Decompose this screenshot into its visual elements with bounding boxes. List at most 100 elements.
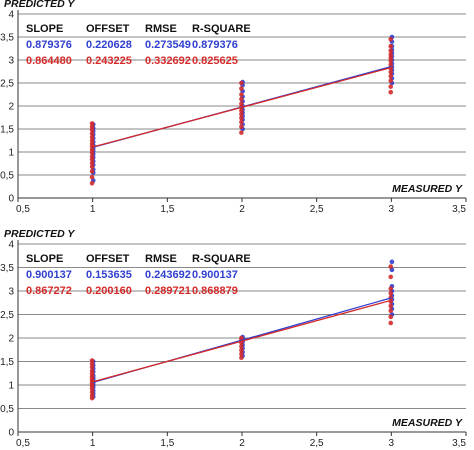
stats-value: 0.825625 xyxy=(192,55,238,67)
data-point xyxy=(89,150,95,156)
y-tick-label: 3 xyxy=(8,56,14,67)
y-tick-label: 0,5 xyxy=(0,404,14,415)
data-point xyxy=(89,124,95,129)
y-axis-title: PREDICTED Y xyxy=(4,228,75,240)
data-point xyxy=(239,124,244,129)
y-tick-label: 4 xyxy=(8,10,14,21)
stats-value: 0.153635 xyxy=(86,269,132,281)
data-point xyxy=(239,80,244,86)
data-point xyxy=(89,154,95,159)
data-point xyxy=(239,86,244,91)
data-point xyxy=(388,55,394,60)
stats-header: OFFSET xyxy=(86,23,130,35)
data-point xyxy=(89,138,95,143)
y-tick-label: 1,5 xyxy=(0,125,14,136)
x-axis-title: MEASURED Y xyxy=(392,183,463,195)
data-point xyxy=(388,43,394,49)
data-point xyxy=(239,344,244,349)
data-point xyxy=(89,131,95,136)
x-tick-label: 3,5 xyxy=(452,438,466,449)
y-tick-label: 4 xyxy=(8,240,14,251)
y-axis-title: PREDICTED Y xyxy=(4,0,75,10)
y-tick-label: 3,5 xyxy=(0,263,14,274)
stats-header: OFFSET xyxy=(86,253,130,265)
data-point xyxy=(388,89,394,95)
data-point xyxy=(89,364,95,370)
data-point xyxy=(89,368,95,374)
data-point xyxy=(388,58,394,64)
data-point xyxy=(89,169,95,174)
fit-line xyxy=(92,299,392,383)
data-point xyxy=(388,320,394,326)
x-tick-label: 0,5 xyxy=(16,438,30,449)
data-point xyxy=(388,286,394,291)
data-point xyxy=(239,130,244,135)
data-point xyxy=(239,101,244,106)
data-point xyxy=(89,393,95,398)
data-point xyxy=(388,314,394,320)
stats-value: 0.868879 xyxy=(192,285,238,297)
x-tick-label: 2,5 xyxy=(310,438,324,449)
data-point xyxy=(239,96,244,102)
x-tick-label: 3 xyxy=(389,438,395,449)
stats-value: 0.243692 xyxy=(145,269,191,281)
stats-value: 0.289721 xyxy=(145,285,191,297)
stats-value: 0.900137 xyxy=(192,269,238,281)
data-point xyxy=(89,175,95,180)
y-tick-label: 1,5 xyxy=(0,357,14,368)
data-point xyxy=(389,259,395,265)
data-point xyxy=(388,303,394,309)
data-point xyxy=(239,351,244,357)
x-tick-label: 1,5 xyxy=(160,438,174,449)
stats-value: 0.332692 xyxy=(145,55,191,67)
stats-value: 0.900137 xyxy=(26,269,72,281)
data-point xyxy=(388,37,394,42)
data-point xyxy=(388,69,394,75)
x-tick-label: 2 xyxy=(239,204,245,215)
fit-line xyxy=(92,66,392,148)
data-point xyxy=(89,389,95,395)
stats-value: 0.864480 xyxy=(26,55,72,67)
data-point xyxy=(388,274,394,280)
data-point xyxy=(89,160,95,166)
x-axis-title: MEASURED Y xyxy=(392,417,463,429)
x-tick-label: 3 xyxy=(389,204,395,215)
data-point xyxy=(388,264,394,269)
y-tick-label: 3 xyxy=(8,287,14,298)
data-point xyxy=(239,347,244,353)
data-point xyxy=(89,164,95,170)
data-point xyxy=(89,141,95,147)
y-tick-label: 2,5 xyxy=(0,310,14,321)
x-tick-label: 1 xyxy=(90,438,96,449)
data-point xyxy=(89,358,95,363)
y-tick-label: 0 xyxy=(8,428,14,439)
data-point xyxy=(89,147,95,152)
stats-value: 0.220628 xyxy=(86,39,132,51)
stats-value: 0.273549 xyxy=(145,39,191,51)
stats-value: 0.200160 xyxy=(86,285,132,297)
y-tick-label: 3,5 xyxy=(0,33,14,44)
data-point xyxy=(239,108,244,113)
chart-panel-1: 00,511,522,533,540,5 1 1,5 2 2,5 3 3,5PREDICTE… xyxy=(0,0,467,215)
stats-header: R-SQUARE xyxy=(192,23,251,35)
y-tick-label: 1 xyxy=(8,148,14,159)
y-tick-label: 0,5 xyxy=(0,171,14,182)
data-point xyxy=(239,111,244,117)
data-point xyxy=(388,291,394,296)
x-tick-label: 3,5 xyxy=(452,204,466,215)
data-point xyxy=(239,355,244,361)
stats-value: 0.243225 xyxy=(86,55,132,67)
x-tick-label: 1 xyxy=(90,204,96,215)
data-point xyxy=(239,119,244,125)
x-tick-label: 2,5 xyxy=(310,204,324,215)
x-tick-label: 2 xyxy=(239,438,245,449)
data-point xyxy=(89,134,95,140)
stats-value: 0.867272 xyxy=(26,285,72,297)
y-tick-label: 2 xyxy=(8,102,14,113)
stats-header: R-SQUARE xyxy=(192,253,251,265)
stats-value: 0.879376 xyxy=(26,39,72,51)
data-point xyxy=(388,308,394,314)
chart-panel-2: 00,511,522,533,540,5 1 1,5 2 2,5 3 3,5PREDICTE… xyxy=(0,228,467,449)
data-point xyxy=(239,92,244,97)
